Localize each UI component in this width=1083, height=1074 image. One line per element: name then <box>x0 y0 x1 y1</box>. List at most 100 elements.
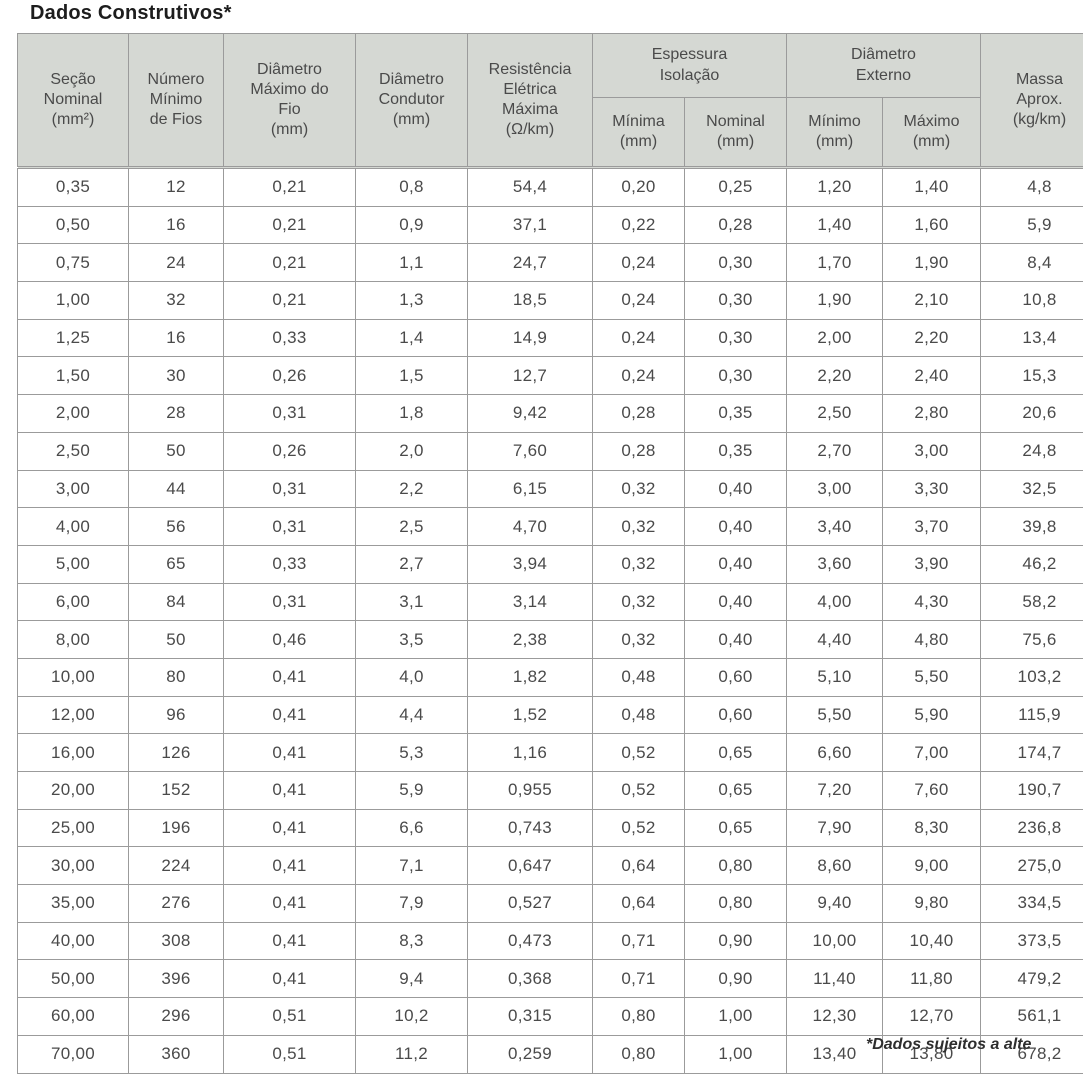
table-cell: 1,00 <box>685 1035 787 1073</box>
table-cell: 1,50 <box>18 357 129 395</box>
table-cell: 276 <box>129 885 224 923</box>
table-cell: 0,32 <box>593 583 685 621</box>
table-cell: 24,8 <box>981 432 1083 470</box>
table-cell: 75,6 <box>981 621 1083 659</box>
table-cell: 2,10 <box>883 282 981 320</box>
table-cell: 0,35 <box>685 432 787 470</box>
table-cell: 0,51 <box>224 1035 356 1073</box>
table-cell: 0,41 <box>224 809 356 847</box>
table-cell: 0,315 <box>468 998 593 1036</box>
table-cell: 46,2 <box>981 545 1083 583</box>
table-row: 3,00 44 0,31 2,2 6,15 0,32 0,40 3,00 3,3… <box>18 470 1083 508</box>
table-cell: 4,8 <box>981 168 1083 207</box>
table-cell: 39,8 <box>981 508 1083 546</box>
table-cell: 0,32 <box>593 508 685 546</box>
table-cell: 0,33 <box>224 545 356 583</box>
table-cell: 3,94 <box>468 545 593 583</box>
table-cell: 0,40 <box>685 583 787 621</box>
table-cell: 275,0 <box>981 847 1083 885</box>
table-cell: 1,20 <box>787 168 883 207</box>
table-cell: 12,00 <box>18 696 129 734</box>
table-row: 2,00 28 0,31 1,8 9,42 0,28 0,35 2,50 2,8… <box>18 395 1083 433</box>
col-header-externo-minimo: Mínimo (mm) <box>787 98 883 168</box>
table-cell: 0,60 <box>685 696 787 734</box>
table-cell: 1,90 <box>883 244 981 282</box>
table-cell: 54,4 <box>468 168 593 207</box>
table-cell: 7,00 <box>883 734 981 772</box>
table-cell: 0,64 <box>593 847 685 885</box>
table-cell: 0,71 <box>593 922 685 960</box>
table-cell: 1,8 <box>356 395 468 433</box>
table-cell: 3,30 <box>883 470 981 508</box>
table-cell: 0,40 <box>685 621 787 659</box>
table-cell: 1,1 <box>356 244 468 282</box>
table-cell: 0,52 <box>593 809 685 847</box>
col-header-espessura-minima: Mínima (mm) <box>593 98 685 168</box>
table-cell: 152 <box>129 772 224 810</box>
table-row: 0,50 16 0,21 0,9 37,1 0,22 0,28 1,40 1,6… <box>18 206 1083 244</box>
table-cell: 0,24 <box>593 282 685 320</box>
table-cell: 0,60 <box>685 658 787 696</box>
table-cell: 0,32 <box>593 545 685 583</box>
table-cell: 0,52 <box>593 734 685 772</box>
table-cell: 0,31 <box>224 470 356 508</box>
table-cell: 1,00 <box>685 998 787 1036</box>
table-cell: 9,42 <box>468 395 593 433</box>
table-cell: 0,473 <box>468 922 593 960</box>
table-cell: 3,1 <box>356 583 468 621</box>
table-row: 20,00 152 0,41 5,9 0,955 0,52 0,65 7,20 … <box>18 772 1083 810</box>
table-cell: 0,259 <box>468 1035 593 1073</box>
table-cell: 0,28 <box>593 395 685 433</box>
table-cell: 0,75 <box>18 244 129 282</box>
table-cell: 0,28 <box>593 432 685 470</box>
table-cell: 0,24 <box>593 244 685 282</box>
table-cell: 1,5 <box>356 357 468 395</box>
table-row: 1,00 32 0,21 1,3 18,5 0,24 0,30 1,90 2,1… <box>18 282 1083 320</box>
table-cell: 3,00 <box>787 470 883 508</box>
table-cell: 7,20 <box>787 772 883 810</box>
table-cell: 1,25 <box>18 319 129 357</box>
table-cell: 0,31 <box>224 508 356 546</box>
table-row: 5,00 65 0,33 2,7 3,94 0,32 0,40 3,60 3,9… <box>18 545 1083 583</box>
table-cell: 4,40 <box>787 621 883 659</box>
table-cell: 0,30 <box>685 282 787 320</box>
col-header-numero-minimo-fios: Número Mínimo de Fios <box>129 34 224 168</box>
table-cell: 0,41 <box>224 922 356 960</box>
table-cell: 7,60 <box>468 432 593 470</box>
col-group-diametro-externo: Diâmetro Externo <box>787 34 981 98</box>
table-cell: 0,80 <box>685 885 787 923</box>
table-cell: 8,30 <box>883 809 981 847</box>
table-cell: 65 <box>129 545 224 583</box>
table-cell: 296 <box>129 998 224 1036</box>
table-cell: 1,3 <box>356 282 468 320</box>
table-cell: 7,9 <box>356 885 468 923</box>
table-cell: 5,9 <box>356 772 468 810</box>
table-cell: 8,60 <box>787 847 883 885</box>
table-cell: 58,2 <box>981 583 1083 621</box>
table-cell: 20,6 <box>981 395 1083 433</box>
table-cell: 0,368 <box>468 960 593 998</box>
table-cell: 0,647 <box>468 847 593 885</box>
table-cell: 334,5 <box>981 885 1083 923</box>
table-cell: 0,65 <box>685 772 787 810</box>
table-cell: 60,00 <box>18 998 129 1036</box>
table-cell: 18,5 <box>468 282 593 320</box>
table-row: 2,50 50 0,26 2,0 7,60 0,28 0,35 2,70 3,0… <box>18 432 1083 470</box>
table-cell: 0,24 <box>593 319 685 357</box>
table-cell: 0,31 <box>224 395 356 433</box>
table-cell: 2,50 <box>18 432 129 470</box>
table-cell: 561,1 <box>981 998 1083 1036</box>
table-cell: 1,60 <box>883 206 981 244</box>
table-cell: 0,65 <box>685 809 787 847</box>
table-cell: 15,3 <box>981 357 1083 395</box>
table-cell: 0,22 <box>593 206 685 244</box>
table-cell: 9,00 <box>883 847 981 885</box>
table-cell: 11,40 <box>787 960 883 998</box>
table-cell: 96 <box>129 696 224 734</box>
table-cell: 2,80 <box>883 395 981 433</box>
table-cell: 12 <box>129 168 224 207</box>
table-cell: 103,2 <box>981 658 1083 696</box>
table-cell: 0,41 <box>224 696 356 734</box>
table-cell: 0,41 <box>224 658 356 696</box>
table-cell: 0,41 <box>224 847 356 885</box>
